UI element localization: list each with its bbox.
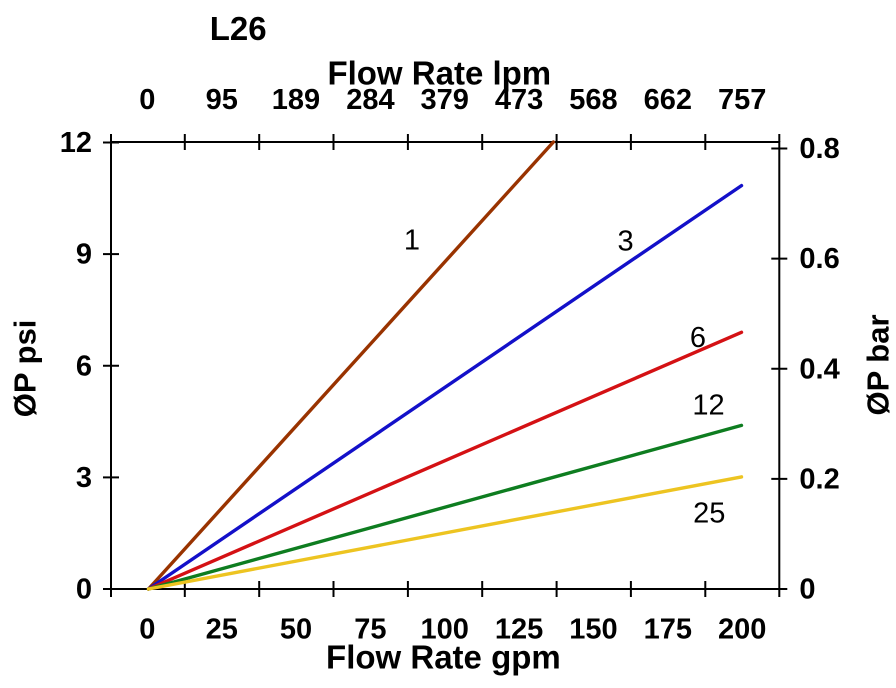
svg-text:379: 379 [421,84,469,116]
svg-text:150: 150 [569,614,617,646]
svg-text:6: 6 [76,350,92,382]
svg-text:568: 568 [569,84,617,116]
svg-text:Flow Rate lpm: Flow Rate lpm [327,55,551,92]
svg-text:662: 662 [644,84,692,116]
svg-text:100: 100 [421,614,469,646]
svg-text:Flow Rate gpm: Flow Rate gpm [326,639,561,676]
svg-text:0: 0 [799,574,815,606]
svg-text:25: 25 [693,498,725,530]
svg-text:0.8: 0.8 [799,133,839,165]
svg-text:0: 0 [139,614,155,646]
svg-text:0.6: 0.6 [799,243,839,275]
svg-text:50: 50 [280,614,312,646]
svg-text:757: 757 [718,84,766,116]
svg-text:0.2: 0.2 [799,463,839,495]
svg-text:175: 175 [644,614,692,646]
svg-text:9: 9 [76,239,92,271]
svg-text:12: 12 [692,389,724,421]
svg-text:0.4: 0.4 [799,353,839,385]
svg-text:125: 125 [495,614,543,646]
svg-text:95: 95 [206,84,238,116]
svg-text:189: 189 [272,84,320,116]
svg-text:3: 3 [76,462,92,494]
svg-text:0: 0 [76,574,92,606]
svg-text:ØP bar: ØP bar [861,314,896,415]
svg-text:1: 1 [404,225,420,257]
svg-text:200: 200 [718,614,766,646]
svg-text:75: 75 [354,614,386,646]
svg-text:ØP psi: ØP psi [8,320,43,418]
svg-text:473: 473 [495,84,543,116]
svg-text:25: 25 [206,614,238,646]
svg-text:12: 12 [60,127,92,159]
svg-text:284: 284 [346,84,394,116]
svg-text:3: 3 [618,225,634,257]
svg-text:0: 0 [139,84,155,116]
svg-text:6: 6 [690,322,706,354]
svg-text:L26: L26 [210,10,267,47]
